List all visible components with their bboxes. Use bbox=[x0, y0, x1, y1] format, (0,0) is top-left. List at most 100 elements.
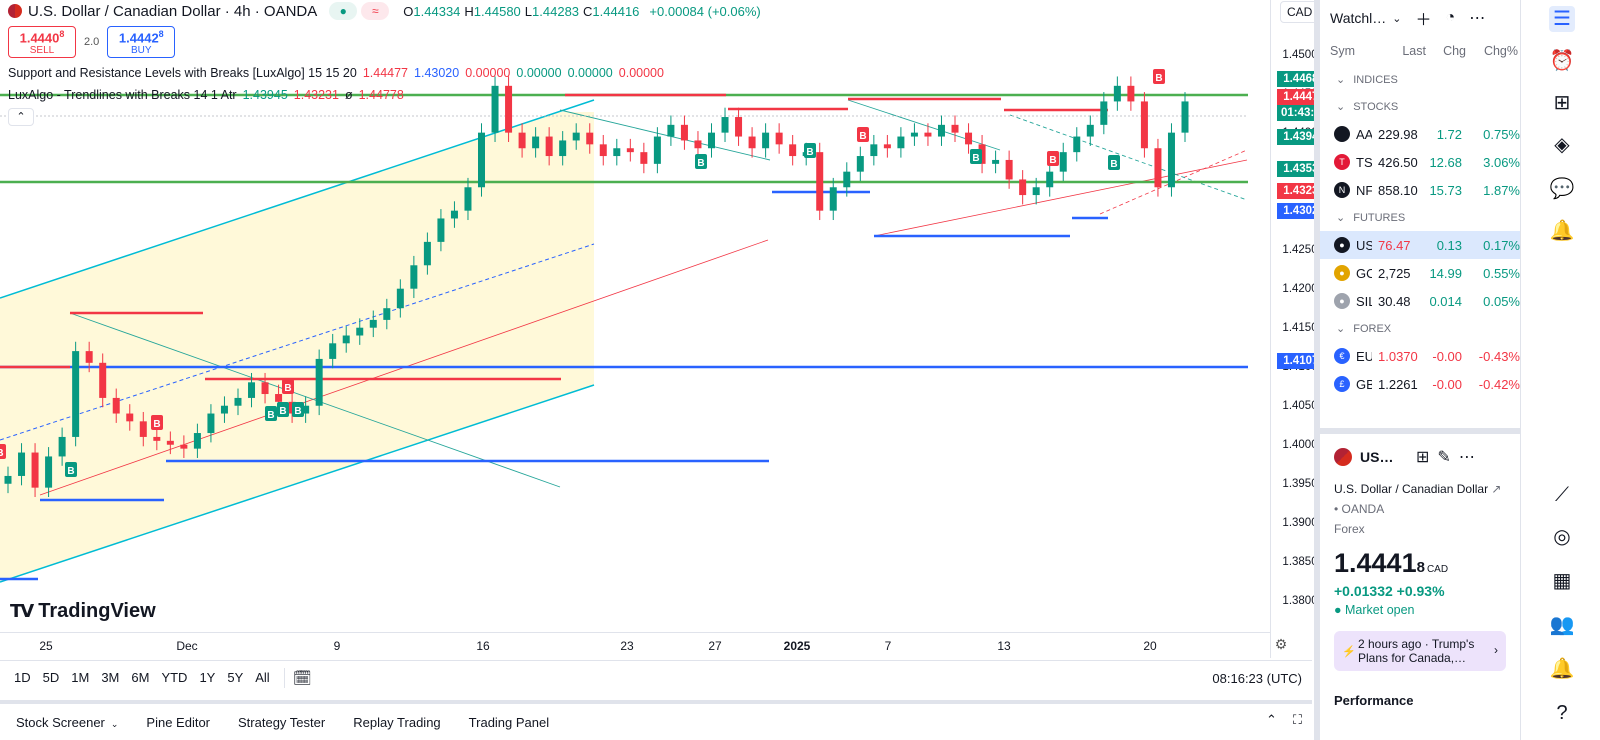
time-axis[interactable]: 25 Dec 9 16 23 27 2025 7 13 20 bbox=[0, 632, 1270, 658]
range-button[interactable]: 5D bbox=[42, 670, 60, 685]
indicator-row[interactable]: Support and Resistance Levels with Break… bbox=[8, 62, 761, 84]
time-tick: 23 bbox=[620, 639, 634, 653]
watchlist-columns: Sym Last Chg Chg% bbox=[1320, 36, 1520, 66]
indicator-row[interactable]: LuxAlgo - Trendlines with Breaks 14 1 At… bbox=[8, 84, 761, 106]
tab-stock-screener[interactable]: Stock Screener ⌄ bbox=[16, 714, 119, 730]
layout-grid-icon[interactable]: ⊞ bbox=[1416, 449, 1430, 466]
range-button[interactable]: 1M bbox=[71, 670, 90, 685]
maximize-panel-icon[interactable]: ⛶ bbox=[1292, 712, 1302, 727]
watchlist-icon[interactable]: ☰ bbox=[1549, 6, 1575, 32]
watchlist-row[interactable]: £ GBPUSD 1.2261 -0.00 -0.42% bbox=[1320, 370, 1520, 398]
candle-body bbox=[126, 413, 134, 422]
trend-line-icon[interactable]: ⟋ bbox=[1555, 484, 1569, 506]
range-button[interactable]: All bbox=[255, 670, 270, 685]
tab-strategy-tester[interactable]: Strategy Tester bbox=[238, 714, 326, 730]
indicator-value: 1.43231 bbox=[293, 88, 339, 102]
bell-icon[interactable]: 🔔 bbox=[1549, 220, 1575, 242]
range-button[interactable]: 6M bbox=[131, 670, 150, 685]
candle-body bbox=[816, 152, 824, 211]
buy-button[interactable]: 1.44428 BUY bbox=[107, 26, 176, 58]
tab-replay-trading[interactable]: Replay Trading bbox=[353, 714, 441, 730]
watchlist-section[interactable]: ⌄ FUTURES bbox=[1320, 204, 1520, 231]
tab-pine-editor[interactable]: Pine Editor bbox=[146, 714, 211, 730]
symbol-logo-icon: £ bbox=[1334, 376, 1350, 392]
time-tick: 2025 bbox=[783, 639, 811, 653]
target-icon[interactable]: ◎ bbox=[1553, 526, 1571, 548]
row-change: 15.73 bbox=[1429, 182, 1462, 198]
layers-icon[interactable]: ◈ bbox=[1554, 134, 1570, 156]
range-button[interactable]: YTD bbox=[161, 670, 188, 685]
tradingview-logo[interactable]: 𝗧𝗩 TradingView bbox=[10, 600, 156, 623]
price-chart[interactable]: BBBBBBBBBBBBBB bbox=[0, 0, 1270, 632]
external-link-icon[interactable]: ↗ bbox=[1491, 482, 1502, 496]
candle-body bbox=[464, 187, 472, 211]
watchlist-row[interactable]: € EURUSD 1.0370 -0.00 -0.43% bbox=[1320, 342, 1520, 370]
delay-icon[interactable]: ≈ bbox=[361, 2, 390, 20]
market-open-icon[interactable]: ● bbox=[329, 2, 358, 20]
market-status[interactable]: ● ≈ bbox=[329, 2, 390, 20]
col-chgp[interactable]: Chg% bbox=[1483, 44, 1518, 58]
clock[interactable]: 08:16:23 (UTC) bbox=[1212, 671, 1302, 686]
candle-body bbox=[261, 382, 269, 395]
flag-icon bbox=[1334, 448, 1352, 466]
candle-body bbox=[99, 362, 107, 398]
chat-icon[interactable]: 💬 bbox=[1549, 178, 1575, 200]
watchlist-row[interactable]: ● GOLD 2,725 14.99 0.55% bbox=[1320, 259, 1520, 287]
col-chg[interactable]: Chg bbox=[1443, 44, 1466, 58]
indicator-value: ø bbox=[344, 88, 353, 102]
advanced-view-icon[interactable]: ◔ bbox=[1445, 9, 1456, 26]
range-button[interactable]: 1D bbox=[14, 670, 31, 685]
candle-body bbox=[383, 308, 391, 320]
watchlist-section[interactable]: ⌄ FOREX bbox=[1320, 315, 1520, 342]
notification-icon[interactable]: 🔔 bbox=[1549, 658, 1575, 680]
watchlist-row[interactable]: N NFLX 858.10 15.73 1.87% bbox=[1320, 176, 1520, 204]
candle-body bbox=[166, 440, 174, 445]
watchlist-row[interactable]: ● SILVER 30.48 0.014 0.05% bbox=[1320, 287, 1520, 315]
time-tick: 9 bbox=[333, 639, 341, 653]
help-icon[interactable]: ? bbox=[1556, 702, 1568, 724]
more-icon[interactable]: ⋯ bbox=[1458, 449, 1475, 466]
watchlist-row[interactable]: ● USOIL 76.47 0.13 0.17% bbox=[1320, 231, 1520, 259]
collapse-panel-icon[interactable]: ⌃ bbox=[1265, 712, 1277, 727]
more-icon[interactable]: ⋯ bbox=[1469, 10, 1486, 27]
candle-body bbox=[545, 136, 553, 157]
time-tick: 16 bbox=[476, 639, 490, 653]
price-tick: 1.42000 bbox=[1282, 282, 1324, 295]
watchlist-section[interactable]: ⌄ STOCKS bbox=[1320, 93, 1520, 120]
collapse-legend-button[interactable]: ⌃ bbox=[8, 108, 34, 126]
row-change: 0.13 bbox=[1436, 237, 1462, 253]
symbol-title[interactable]: U.S. Dollar / Canadian Dollar · 4h · OAN… bbox=[28, 2, 318, 20]
candle-body bbox=[410, 265, 418, 289]
settings-gear-icon[interactable]: ⚙ bbox=[1274, 636, 1288, 652]
sell-button[interactable]: 1.44408 SELL bbox=[8, 26, 76, 58]
watchlist-section[interactable]: ⌄ INDICES bbox=[1320, 66, 1520, 93]
edit-icon[interactable]: ✎ bbox=[1437, 449, 1451, 466]
watchlist-title[interactable]: Watchl… bbox=[1330, 10, 1387, 26]
trade-buttons: 1.44408 SELL 2.0 1.44428 BUY bbox=[8, 26, 761, 58]
row-last: 30.48 bbox=[1378, 293, 1411, 309]
add-list-icon[interactable]: ⊞ bbox=[1553, 92, 1571, 114]
performance-title: Performance bbox=[1334, 693, 1414, 708]
row-change: 1.72 bbox=[1436, 126, 1462, 142]
people-icon[interactable]: 👥 bbox=[1549, 614, 1575, 636]
details-name[interactable]: U.S. Dollar / Canadian Dollar ↗ bbox=[1334, 482, 1502, 496]
news-headline[interactable]: ⚡ 2 hours ago · Trump's Plans for Canada… bbox=[1334, 631, 1506, 671]
add-symbol-icon[interactable]: ＋ bbox=[1415, 12, 1432, 29]
candle-body bbox=[139, 421, 147, 437]
range-button[interactable]: 3M bbox=[101, 670, 120, 685]
chevron-down-icon[interactable]: ⌄ bbox=[1392, 12, 1402, 25]
alarm-clock-icon[interactable]: ⏰ bbox=[1549, 50, 1575, 72]
buy-signal-marker-label: B bbox=[67, 466, 74, 477]
range-button[interactable]: 5Y bbox=[227, 670, 244, 685]
calendar-icon[interactable]: ▦ bbox=[1552, 570, 1572, 592]
col-sym[interactable]: Sym bbox=[1330, 44, 1355, 58]
indicator-value: 1.43020 bbox=[414, 66, 460, 80]
watchlist-row[interactable]: AAPL 229.98 1.72 0.75% bbox=[1320, 120, 1520, 148]
watchlist-row[interactable]: T TSLA 426.50 12.68 3.06% bbox=[1320, 148, 1520, 176]
tab-trading-panel[interactable]: Trading Panel bbox=[468, 714, 550, 730]
col-last[interactable]: Last bbox=[1402, 44, 1426, 58]
chart-area[interactable]: BBBBBBBBBBBBBB U.S. Dollar / Canadian Do… bbox=[0, 0, 1340, 658]
range-button[interactable]: 1Y bbox=[199, 670, 216, 685]
details-symbol[interactable]: US… bbox=[1360, 449, 1394, 465]
calendar-range-icon[interactable]: 🗓 bbox=[292, 669, 312, 687]
